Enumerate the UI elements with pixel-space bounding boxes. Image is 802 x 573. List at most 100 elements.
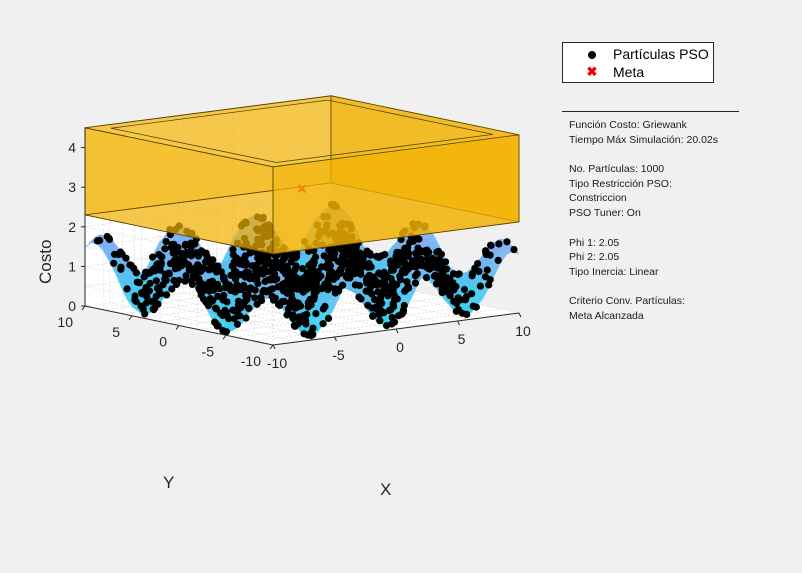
particle-point bbox=[355, 281, 363, 290]
particle-point bbox=[282, 280, 290, 288]
particle-point bbox=[208, 285, 216, 294]
particle-point bbox=[253, 300, 261, 308]
particle-point bbox=[162, 238, 170, 246]
particle-point bbox=[267, 260, 275, 268]
particle-point bbox=[284, 264, 292, 272]
tick-label: -5 bbox=[332, 347, 345, 363]
particle-point bbox=[475, 267, 483, 275]
particle-point bbox=[312, 279, 320, 287]
particle-point bbox=[271, 294, 279, 302]
particle-point bbox=[338, 253, 346, 261]
particle-point bbox=[163, 291, 171, 299]
particle-point bbox=[357, 295, 365, 303]
particle-point bbox=[166, 260, 175, 268]
particle-point bbox=[266, 286, 274, 294]
particle-point bbox=[438, 261, 446, 269]
particle-point bbox=[105, 234, 113, 242]
particle-point bbox=[273, 260, 281, 268]
y-tick-mark bbox=[128, 315, 133, 321]
particle-point bbox=[155, 286, 163, 294]
info-divider bbox=[562, 111, 739, 112]
particle-point bbox=[406, 263, 414, 271]
x-tick-mark bbox=[457, 320, 460, 326]
particle-point bbox=[223, 298, 231, 306]
particle-point bbox=[376, 317, 384, 325]
particle-point bbox=[214, 262, 222, 270]
particle-point bbox=[351, 243, 359, 251]
particle-point bbox=[366, 249, 374, 257]
particle-point bbox=[171, 245, 179, 253]
particle-point bbox=[381, 285, 389, 293]
particle-point bbox=[326, 262, 335, 270]
particle-point bbox=[262, 256, 270, 264]
particle-point bbox=[455, 296, 463, 304]
simulation-info: Función Costo: Griewank Tiempo Máx Simula… bbox=[569, 118, 718, 324]
particle-point bbox=[229, 251, 237, 259]
particle-point bbox=[388, 313, 396, 322]
grid-line bbox=[235, 304, 482, 338]
particle-point bbox=[340, 260, 348, 268]
particle-point bbox=[133, 278, 141, 286]
legend-label: Partículas PSO bbox=[613, 46, 709, 62]
particle-point bbox=[398, 310, 406, 318]
particle-point bbox=[334, 285, 342, 293]
particle-point bbox=[207, 265, 215, 273]
particle-point bbox=[369, 312, 377, 320]
particle-point bbox=[309, 324, 317, 332]
particle-point bbox=[324, 314, 333, 322]
particle-point bbox=[229, 246, 237, 254]
particle-point bbox=[309, 274, 317, 282]
particle-point bbox=[222, 328, 230, 336]
particle-point bbox=[182, 272, 190, 280]
x-tick-mark bbox=[272, 344, 276, 350]
z-axis-label: Costo bbox=[36, 240, 55, 284]
particle-point bbox=[404, 243, 412, 252]
particle-point bbox=[377, 271, 385, 279]
particle-point bbox=[132, 297, 140, 306]
particle-point bbox=[330, 248, 338, 256]
particle-point bbox=[123, 285, 131, 293]
particle-point bbox=[239, 284, 247, 292]
y-tick-mark bbox=[81, 305, 86, 311]
particle-point bbox=[245, 304, 253, 312]
particle-point bbox=[152, 292, 160, 301]
particle-point bbox=[306, 283, 314, 291]
particle-point bbox=[216, 309, 225, 317]
particle-point bbox=[290, 321, 298, 329]
particle-point bbox=[368, 290, 376, 298]
particle-point bbox=[110, 259, 118, 267]
particle-point bbox=[388, 286, 396, 294]
particle-point bbox=[389, 300, 397, 308]
particle-point bbox=[181, 277, 189, 285]
particle-point bbox=[357, 270, 365, 278]
particle-point bbox=[439, 271, 447, 279]
particle-point bbox=[431, 271, 439, 279]
particle-point bbox=[156, 266, 164, 274]
particle-point bbox=[421, 262, 429, 270]
particle-point bbox=[225, 281, 233, 289]
info-line bbox=[569, 221, 718, 236]
particle-point bbox=[460, 286, 469, 294]
info-line: Constriccion bbox=[569, 192, 627, 205]
constraint-box-back bbox=[84, 95, 520, 255]
particle-point bbox=[389, 278, 397, 286]
particle-point bbox=[363, 274, 371, 282]
particle-point bbox=[220, 291, 228, 299]
particle-point bbox=[214, 292, 222, 300]
particle-point bbox=[229, 306, 237, 314]
particle-point bbox=[298, 265, 307, 273]
particle-point bbox=[200, 295, 208, 303]
tick-label: -10 bbox=[241, 353, 261, 369]
particle-point bbox=[130, 264, 138, 272]
particle-point bbox=[168, 285, 176, 293]
particle-point bbox=[161, 270, 169, 278]
particle-point bbox=[290, 281, 298, 289]
particle-point bbox=[372, 303, 380, 311]
legend-item-goal: ✖ Meta bbox=[563, 63, 713, 81]
particle-point bbox=[469, 269, 477, 278]
info-line: Phi 1: 2.05 bbox=[569, 236, 620, 249]
tick-label: 5 bbox=[458, 331, 466, 347]
particle-point bbox=[463, 310, 471, 318]
particle-point bbox=[142, 299, 150, 307]
